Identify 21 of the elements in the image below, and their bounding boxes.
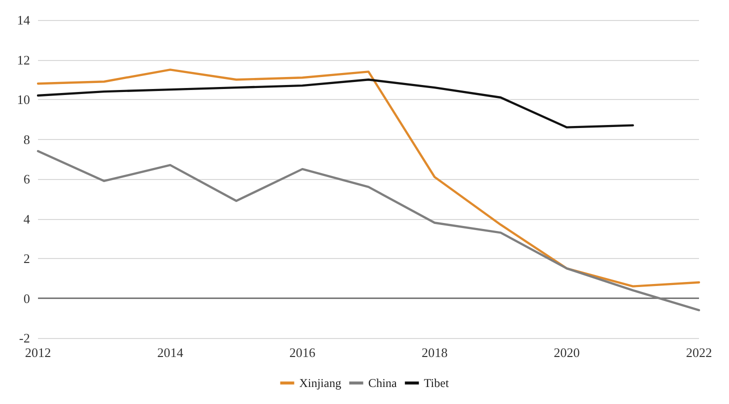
- x-tick-label: 2016: [289, 345, 316, 360]
- x-tick-label: 2014: [157, 345, 184, 360]
- x-tick-label: 2020: [554, 345, 580, 360]
- legend-label: Xinjiang: [299, 376, 342, 390]
- x-tick-label: 2012: [25, 345, 51, 360]
- y-tick-label: -2: [19, 330, 30, 346]
- y-tick-label: 14: [17, 12, 30, 28]
- y-tick-label: 12: [17, 52, 30, 68]
- legend-label: Tibet: [424, 376, 450, 390]
- x-tick-label: 2018: [422, 345, 448, 360]
- y-tick-label: 2: [24, 251, 30, 266]
- y-tick-label: 10: [17, 92, 30, 107]
- x-tick-label: 2022: [686, 345, 712, 360]
- y-tick-label: 0: [24, 290, 30, 306]
- y-tick-label: 8: [24, 132, 30, 147]
- y-tick-label: 4: [24, 211, 30, 226]
- line-series: [36, 78, 634, 128]
- legend-label: China: [368, 376, 398, 390]
- y-tick-label: 6: [24, 172, 30, 186]
- line-series: [36, 150, 700, 312]
- line-series: [36, 68, 700, 288]
